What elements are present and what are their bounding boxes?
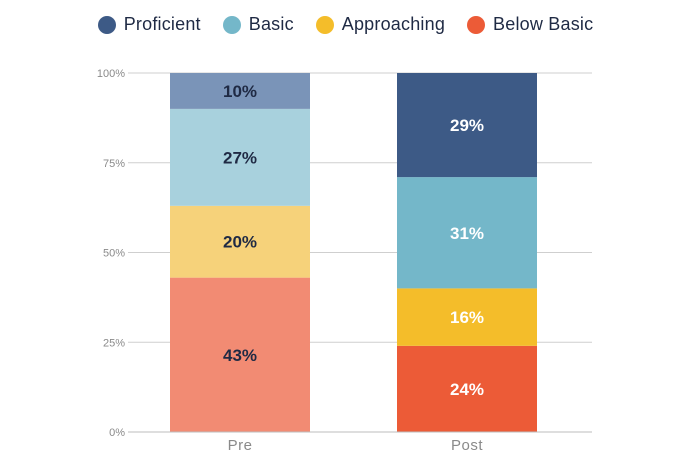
y-tick-label: 100%	[97, 68, 125, 80]
legend-swatch-approaching	[315, 15, 334, 34]
legend-item-proficient: Proficient	[97, 14, 201, 35]
y-tick-label: 75%	[103, 158, 125, 170]
legend-label-approaching: Approaching	[341, 14, 446, 34]
bar-segment-pre-basic	[170, 108, 310, 206]
legend-label-below-basic: Below Basic	[493, 14, 594, 34]
y-tick-label: 50%	[103, 248, 125, 260]
legend-item-below-basic: Below Basic	[467, 14, 593, 35]
data-label-post-basic: 31%	[450, 224, 484, 243]
y-tick-label: 0%	[109, 427, 125, 439]
legend-label-basic: Basic	[248, 14, 294, 34]
x-category-label-post: Post	[451, 437, 483, 454]
data-label-pre-basic: 27%	[223, 148, 257, 167]
bar-segment-pre-proficient	[170, 73, 310, 109]
data-label-post-proficient: 29%	[450, 116, 484, 135]
legend-item-basic: Basic	[222, 14, 294, 35]
data-label-post-below-basic: 24%	[450, 380, 484, 399]
bar-segment-post-basic	[397, 177, 537, 289]
bar-segment-post-proficient	[397, 73, 537, 178]
x-category-label-pre: Pre	[228, 437, 253, 454]
legend-swatch-below-basic	[467, 15, 486, 34]
bar-segment-post-approaching	[397, 288, 537, 346]
legend-swatch-basic	[222, 15, 241, 34]
data-label-pre-below-basic: 43%	[223, 346, 257, 365]
legend-swatch-proficient	[97, 15, 116, 34]
legend: Proficient Basic Approaching Below Basic	[0, 14, 691, 35]
data-label-pre-proficient: 10%	[223, 82, 257, 101]
legend-item-approaching: Approaching	[315, 14, 446, 35]
bar-segment-pre-approaching	[170, 205, 310, 278]
bar-segment-pre-below-basic	[170, 277, 310, 432]
bar-segment-post-below-basic	[397, 345, 537, 432]
legend-label-proficient: Proficient	[123, 14, 201, 34]
data-label-pre-approaching: 20%	[223, 233, 257, 252]
data-label-post-approaching: 16%	[450, 308, 484, 327]
y-tick-label: 25%	[103, 337, 125, 349]
